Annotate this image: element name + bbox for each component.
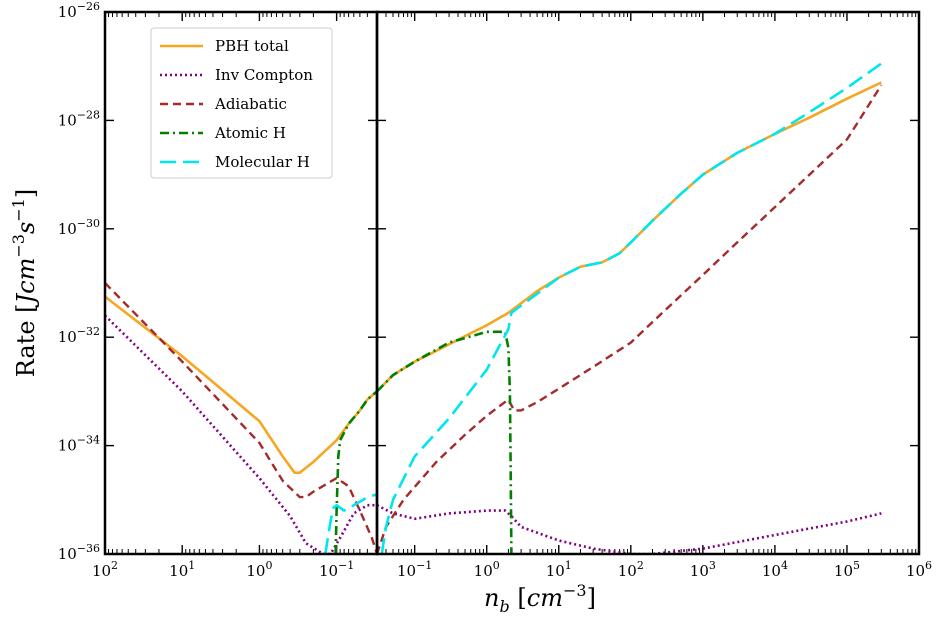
x-tick-label: 106 bbox=[906, 559, 932, 580]
x-tick-label: 101 bbox=[169, 559, 195, 580]
y-tick-label: 10−32 bbox=[58, 325, 100, 346]
series-line-molecular-h bbox=[324, 493, 377, 554]
y-tick-label: 10−34 bbox=[58, 434, 100, 455]
y-tick-label: 10−36 bbox=[58, 542, 100, 563]
x-tick-label: 100 bbox=[474, 559, 500, 580]
x-tick-label: 101 bbox=[546, 559, 572, 580]
legend-label: Molecular H bbox=[215, 153, 310, 171]
legend-label: Inv Compton bbox=[215, 66, 313, 84]
y-axis-unit1: Jcm bbox=[12, 258, 40, 309]
y-axis-title: Rate [Jcm−3s−1] bbox=[9, 189, 40, 378]
x-axis-open: [ bbox=[510, 584, 527, 612]
y-tick-label: 10−28 bbox=[58, 108, 100, 129]
x-axis-unit: cm bbox=[527, 584, 563, 612]
y-axis-sup1: −3 bbox=[9, 234, 28, 258]
y-tick-label: 10−26 bbox=[58, 0, 100, 21]
y-axis-text: Rate [ bbox=[12, 303, 40, 377]
x-axis-title: nb [cm−3] bbox=[484, 581, 596, 616]
tick-labels: 102 101 100 10−1 10−1 100 101 102 103 104 105 106 10… bbox=[58, 0, 932, 580]
right-panel-frame bbox=[375, 10, 921, 556]
series-line-adiabatic bbox=[105, 282, 377, 554]
x-tick-label: 104 bbox=[762, 559, 788, 580]
legend-box bbox=[150, 27, 333, 179]
x-tick-label: 102 bbox=[618, 559, 644, 580]
series-line-inv-compton bbox=[377, 504, 882, 554]
legend-label: Adiabatic bbox=[214, 95, 287, 113]
series-line-inv-compton bbox=[105, 314, 377, 554]
x-axis-var: n bbox=[484, 584, 499, 612]
x-tick-label: 10−1 bbox=[319, 559, 354, 580]
x-axis-sup: −3 bbox=[563, 581, 587, 600]
y-axis-close: ] bbox=[12, 189, 40, 198]
x-tick-label: 100 bbox=[246, 559, 272, 580]
left-panel-series bbox=[105, 282, 377, 554]
x-tick-label: 102 bbox=[92, 559, 118, 580]
y-axis-unit2: s bbox=[12, 222, 40, 234]
series-line-atomic-h bbox=[334, 390, 377, 554]
series-line-atomic-h bbox=[377, 330, 513, 554]
right-panel-series bbox=[377, 62, 883, 554]
x-tick-label: 10−1 bbox=[397, 559, 432, 580]
x-tick-label: 105 bbox=[834, 559, 860, 580]
y-tick-label: 10−30 bbox=[58, 217, 100, 238]
y-axis-sup2: −1 bbox=[9, 198, 28, 222]
legend-label: Atomic H bbox=[214, 124, 286, 142]
legend-label: PBH total bbox=[215, 37, 289, 55]
legend: PBH total Inv Compton Adiabatic Atomic H Mol… bbox=[150, 27, 333, 179]
series-line-adiabatic bbox=[377, 84, 883, 554]
x-tick-label: 103 bbox=[690, 559, 716, 580]
panel-frames bbox=[103, 10, 921, 556]
series-line-molecular-h bbox=[380, 62, 883, 554]
x-axis-sub: b bbox=[500, 597, 510, 616]
x-axis-close: ] bbox=[587, 584, 596, 612]
